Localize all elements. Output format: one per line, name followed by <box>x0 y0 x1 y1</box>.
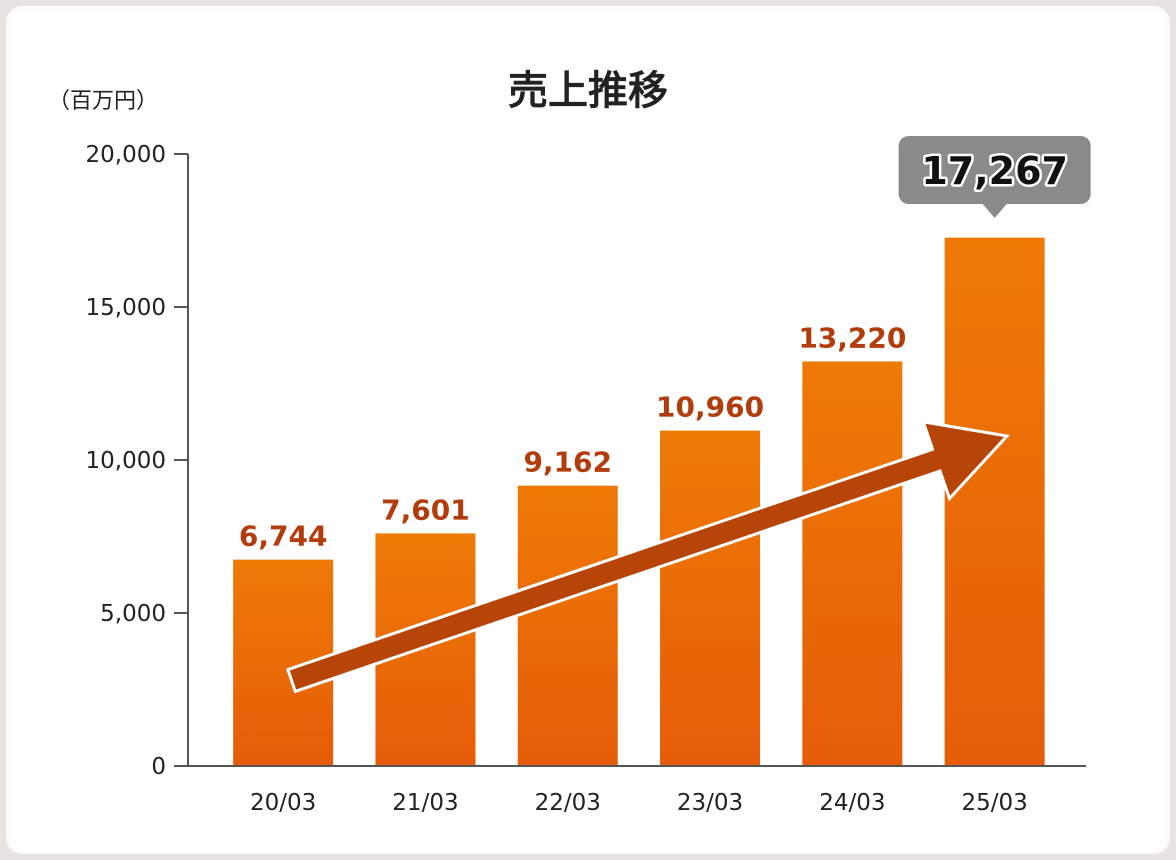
data-label: 10,960 <box>656 391 764 424</box>
x-tick-label: 25/03 <box>962 790 1028 816</box>
x-tick-label: 21/03 <box>392 790 458 816</box>
y-tick-label: 10,000 <box>86 448 166 474</box>
trend-arrow <box>286 419 1010 694</box>
x-tick-label: 22/03 <box>535 790 601 816</box>
data-label: 6,744 <box>239 520 328 553</box>
y-tick-label: 15,000 <box>86 295 166 321</box>
data-label: 9,162 <box>523 446 612 479</box>
trend-arrow-shape <box>286 419 1010 694</box>
data-labels: 6,744 7,601 9,162 10,960 13,220 <box>239 321 907 552</box>
bar <box>660 430 761 766</box>
highlight-value-label: 17,267 <box>921 149 1068 193</box>
chart-title: 売上推移 <box>508 68 668 114</box>
bar <box>944 237 1045 766</box>
callout-pointer <box>982 204 1007 218</box>
unit-label: （百万円） <box>48 89 158 114</box>
y-axis: 0 5,000 10,000 15,000 20,000 <box>86 142 189 780</box>
y-tick-label: 0 <box>151 754 166 780</box>
y-tick-label: 5,000 <box>100 601 166 627</box>
data-label: 7,601 <box>381 493 470 526</box>
data-label: 13,220 <box>798 321 906 354</box>
x-axis: 20/03 21/03 22/03 23/03 24/03 25/03 <box>188 765 1086 816</box>
y-tick-label: 20,000 <box>86 142 166 168</box>
bars <box>233 237 1045 766</box>
x-tick-label: 24/03 <box>819 790 885 816</box>
x-tick-label: 20/03 <box>250 790 316 816</box>
highlight-callout: 17,267 <box>898 136 1091 218</box>
callout-box <box>898 136 1091 204</box>
bar <box>517 485 618 766</box>
x-tick-label: 23/03 <box>677 790 743 816</box>
bar <box>802 361 903 766</box>
